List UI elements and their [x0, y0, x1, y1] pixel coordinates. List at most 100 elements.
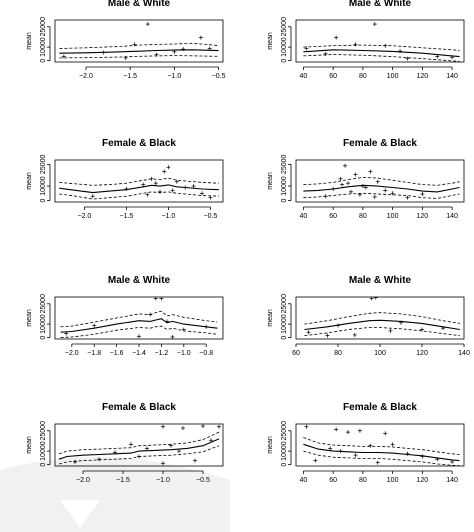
- panel-title: Female & Black: [343, 402, 417, 413]
- data-point: [323, 51, 328, 56]
- panel-title: Male & White: [108, 0, 171, 9]
- mean-line: [60, 318, 218, 333]
- data-point: [383, 188, 388, 193]
- data-point: [375, 179, 380, 184]
- data-point: [113, 450, 117, 455]
- data-point: [161, 461, 165, 466]
- plot-area: [58, 424, 221, 466]
- y-tick-label: 25000: [281, 294, 288, 314]
- x-tick-label: 60: [329, 213, 337, 220]
- panel-8: Female & Black 40 60 80 100 120 140 0 1000025000…: [267, 402, 465, 484]
- data-point: [388, 328, 393, 333]
- data-point: [174, 179, 179, 184]
- data-point: [398, 49, 403, 54]
- data-point: [357, 192, 362, 197]
- y-tick-label: 25000: [40, 421, 47, 441]
- x-tick-label: 100: [374, 350, 386, 357]
- panel-title: Male & White: [349, 0, 412, 9]
- x-tick-label: 140: [446, 477, 458, 484]
- y-tick-label: 10000: [281, 441, 288, 461]
- data-point: [172, 49, 177, 54]
- x-tick-label: 80: [359, 73, 367, 80]
- x-tick-label: 140: [446, 73, 458, 80]
- x-tick-label: −1.0: [167, 73, 181, 80]
- data-point: [352, 332, 357, 337]
- y-tick-label: 10000: [281, 37, 288, 57]
- data-point: [346, 430, 351, 435]
- panel-7: Female & Black −2.0 −1.5 −1.0 −0.5 0 100002500…: [26, 402, 224, 484]
- data-point: [450, 459, 455, 464]
- confidence-band-lower: [59, 55, 219, 59]
- x-tick-label: −0.5: [212, 73, 226, 80]
- panel-title: Male & White: [349, 275, 412, 286]
- data-point: [101, 50, 106, 55]
- y-axis-label: mean: [26, 172, 33, 190]
- x-tick-label: 60: [292, 350, 300, 357]
- data-point: [73, 459, 77, 464]
- data-point: [170, 188, 175, 193]
- data-point: [420, 454, 425, 459]
- data-point: [161, 424, 165, 429]
- plot-area: [304, 297, 460, 338]
- data-point: [328, 446, 333, 451]
- data-point: [153, 181, 158, 186]
- data-point: [145, 446, 149, 451]
- x-tick-label: 80: [334, 350, 342, 357]
- data-point: [201, 424, 205, 429]
- data-point: [373, 297, 378, 300]
- panel-title: Female & Black: [102, 138, 176, 149]
- x-tick-label: −2.0: [76, 477, 90, 484]
- y-tick-label: 10000: [281, 314, 288, 334]
- data-point: [390, 442, 395, 447]
- data-point: [200, 191, 204, 196]
- data-point: [145, 192, 150, 197]
- data-point: [97, 457, 101, 462]
- x-tick-label: −2.0: [65, 350, 79, 357]
- data-point: [141, 182, 146, 187]
- confidence-band-lower: [304, 327, 460, 336]
- x-tick-label: −1.2: [154, 350, 168, 357]
- confidence-band-lower: [58, 445, 220, 465]
- x-tick-label: 40: [300, 477, 308, 484]
- x-tick-label: −1.5: [123, 73, 137, 80]
- x-tick-label: −1.4: [132, 350, 146, 357]
- data-point: [334, 35, 339, 40]
- mean-line: [303, 443, 460, 462]
- data-point: [390, 191, 395, 196]
- x-tick-label: 100: [387, 477, 399, 484]
- x-tick-label: 100: [387, 213, 399, 220]
- plot-area: [59, 22, 219, 60]
- plot-frame: [295, 159, 465, 203]
- x-tick-label: −1.8: [87, 350, 101, 357]
- x-tick-label: −1.0: [161, 213, 175, 220]
- data-point: [405, 56, 410, 61]
- plot-frame: [54, 296, 224, 340]
- data-point: [183, 185, 188, 190]
- confidence-band-upper: [60, 310, 218, 328]
- y-axis-label: mean: [267, 172, 274, 190]
- panel-3: Female & Black −2.0 −1.5 −1.0 −0.5 0 100002500…: [26, 138, 224, 220]
- x-tick-label: −0.5: [196, 477, 210, 484]
- data-point: [145, 22, 150, 27]
- x-tick-label: 120: [417, 477, 429, 484]
- data-point: [441, 326, 445, 331]
- y-axis-label: mean: [267, 436, 274, 454]
- plot-area: [303, 424, 460, 466]
- data-point: [360, 184, 365, 189]
- plot-area: [303, 22, 460, 62]
- data-point: [64, 331, 69, 336]
- x-tick-label: 120: [417, 213, 429, 220]
- data-point: [325, 333, 330, 338]
- data-point: [405, 195, 410, 200]
- x-tick-label: 100: [387, 73, 399, 80]
- data-point: [124, 186, 129, 191]
- data-point: [154, 52, 159, 57]
- x-tick-label: 40: [300, 213, 308, 220]
- data-point: [129, 442, 133, 447]
- panel-5: Male & White −2.0 −1.8 −1.6 −1.4 −1.2 −1.0 −0.8…: [26, 275, 224, 357]
- data-point: [61, 54, 66, 59]
- plot-frame: [54, 423, 224, 467]
- data-point: [165, 319, 169, 324]
- data-point: [198, 35, 203, 40]
- data-point: [123, 55, 128, 60]
